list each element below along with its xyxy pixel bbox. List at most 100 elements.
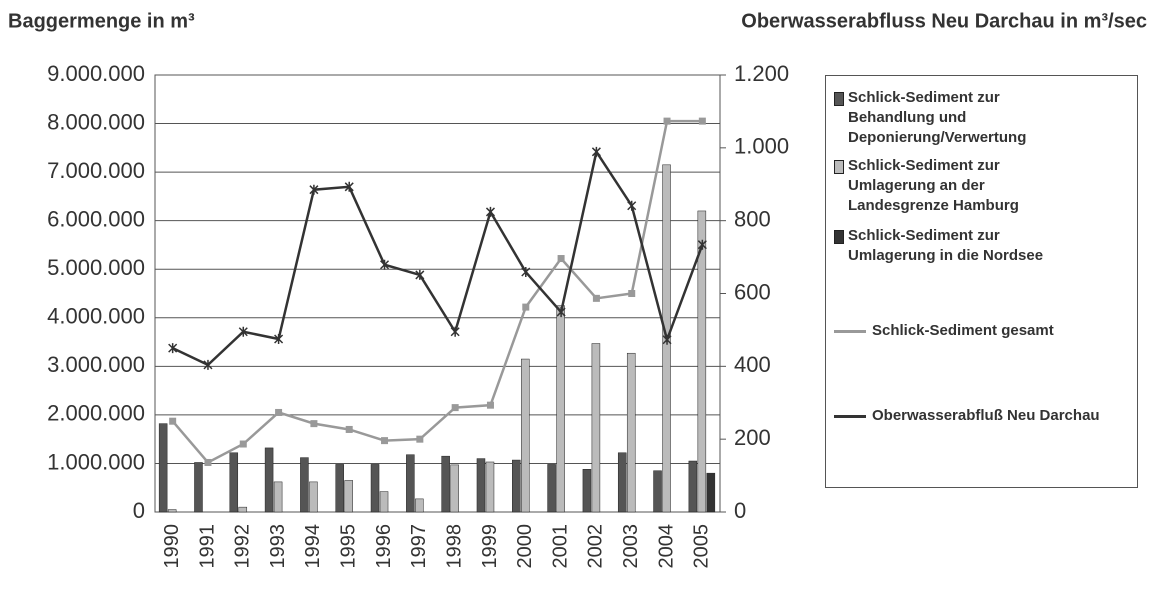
legend-entry: Schlick-Sediment zur Behandlung und Depo…	[834, 88, 1134, 148]
bar	[556, 305, 565, 513]
y-tick-label: 0	[133, 498, 145, 523]
marker	[203, 359, 213, 370]
bar	[547, 464, 556, 513]
bar	[617, 452, 627, 513]
marker	[591, 146, 601, 157]
bar	[167, 509, 177, 513]
bar	[512, 459, 521, 513]
bar	[591, 343, 601, 513]
marker	[698, 117, 706, 125]
legend-swatch	[834, 330, 866, 333]
x-tick-label: 1993	[267, 524, 289, 569]
bar	[309, 481, 318, 513]
marker	[486, 401, 494, 409]
y-tick-label: 6.000.000	[47, 206, 145, 231]
bar	[521, 358, 530, 513]
legend-entry: Oberwasserabfluß Neu Darchau	[834, 406, 1134, 426]
legend-label: Schlick-Sediment zur Umlagerung in die N…	[848, 227, 1044, 264]
y-tick-label: 1.000.000	[47, 449, 145, 474]
marker	[450, 326, 460, 337]
x-tick-label: 1995	[338, 524, 360, 569]
x-tick-label: 1990	[161, 524, 183, 569]
bar	[194, 462, 203, 513]
bar	[344, 480, 353, 513]
marker	[204, 458, 212, 466]
x-tick-label: 1999	[479, 524, 501, 569]
x-tick-label: 1997	[408, 524, 430, 569]
bar	[406, 454, 415, 513]
y-tick-label: 5.000.000	[47, 255, 145, 280]
bar	[653, 470, 662, 513]
legend-label: Schlick-Sediment gesamt	[872, 322, 1054, 339]
y2-tick-label: 800	[734, 206, 771, 231]
marker	[697, 239, 707, 250]
bar	[370, 464, 380, 513]
bar	[158, 423, 168, 513]
marker	[522, 303, 530, 311]
x-tick-label: 2001	[549, 524, 571, 569]
bar	[335, 464, 344, 513]
x-tick-label: 1994	[302, 524, 324, 569]
marker	[416, 435, 424, 443]
legend-swatch	[834, 230, 844, 244]
bar	[229, 452, 239, 513]
marker	[663, 117, 671, 125]
legend: Schlick-Sediment zur Behandlung und Depo…	[825, 75, 1138, 488]
y-tick-label: 3.000.000	[47, 352, 145, 377]
marker	[238, 326, 248, 337]
y2-tick-label: 1.200	[734, 61, 789, 86]
bar	[379, 491, 389, 513]
marker	[310, 420, 318, 428]
bar	[415, 498, 424, 513]
marker	[451, 404, 459, 412]
x-tick-label: 2003	[620, 524, 642, 569]
marker	[415, 269, 425, 280]
legend-entry: Schlick-Sediment zur Umlagerung in die N…	[834, 226, 1134, 266]
marker	[309, 184, 319, 195]
y-tick-label: 2.000.000	[47, 401, 145, 426]
y2-tick-label: 600	[734, 279, 771, 304]
line-series	[171, 119, 703, 465]
bar	[300, 457, 309, 513]
bar	[626, 352, 636, 513]
marker	[344, 181, 354, 192]
bar	[476, 458, 486, 513]
marker	[380, 259, 390, 270]
marker	[169, 417, 177, 425]
bar	[485, 461, 495, 513]
legend-label: Schlick-Sediment zur Umlagerung an der L…	[848, 157, 1019, 214]
marker	[557, 255, 565, 263]
legend-entry: Schlick-Sediment zur Umlagerung an der L…	[834, 156, 1134, 216]
marker	[521, 267, 531, 278]
y2-tick-label: 1.000	[734, 134, 789, 159]
y2-tick-label: 400	[734, 352, 771, 377]
x-tick-label: 1996	[373, 524, 395, 569]
y2-title: Oberwasserabfluss Neu Darchau in m³/sec	[741, 10, 1147, 32]
x-tick-label: 1992	[232, 524, 254, 569]
bar	[697, 210, 707, 513]
x-tick-label: 1998	[443, 524, 465, 569]
y-tick-label: 8.000.000	[47, 109, 145, 134]
bar	[582, 469, 592, 513]
legend-label: Oberwasserabfluß Neu Darchau	[872, 407, 1100, 424]
x-tick-label: 1991	[196, 524, 218, 569]
bar	[688, 460, 698, 513]
marker	[556, 307, 566, 318]
y2-tick-label: 0	[734, 498, 746, 523]
legend-swatch	[834, 92, 844, 106]
bar	[450, 464, 459, 513]
bar	[238, 506, 248, 513]
legend-swatch	[834, 160, 844, 174]
bar	[273, 481, 283, 513]
marker	[274, 334, 284, 345]
marker	[239, 440, 247, 448]
marker	[275, 408, 283, 416]
plot-frame	[154, 74, 721, 513]
y2-tick-label: 200	[734, 425, 771, 450]
marker	[345, 425, 353, 433]
chart-title: Baggermenge in m³	[8, 10, 195, 32]
marker	[627, 200, 637, 211]
y-tick-label: 7.000.000	[47, 158, 145, 183]
